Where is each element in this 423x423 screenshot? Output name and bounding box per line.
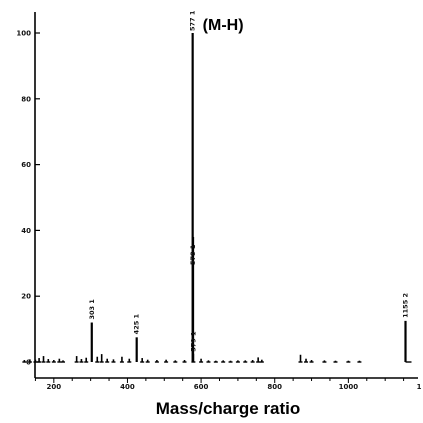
peak-data-label: 578 1: [189, 244, 197, 265]
y-tick-label: 100: [16, 30, 31, 38]
y-tick-label: 80: [21, 95, 31, 103]
peak-data-label: 579 1: [189, 331, 197, 352]
x-tick-label: 800: [267, 383, 282, 391]
peaks: [22, 33, 412, 363]
x-tick-label: 600: [194, 383, 209, 391]
x-tick-label: 1: [417, 383, 422, 391]
peak-data-label: 303 1: [88, 299, 96, 320]
y-tick-label: 40: [21, 227, 31, 235]
peak-data-label: 577 1: [189, 10, 197, 31]
axes: 02040608010020040060080010001: [16, 12, 422, 391]
peak-data-label: 1155 2: [402, 293, 410, 318]
peak-data-label: 425 1: [133, 313, 141, 334]
x-tick-label: 200: [47, 383, 62, 391]
x-tick-label: 1000: [339, 383, 359, 391]
x-axis-title: Mass/charge ratio: [156, 399, 301, 418]
x-tick-label: 400: [120, 383, 135, 391]
y-tick-label: 60: [21, 161, 31, 169]
peak-labels: 303 1 425 1 577 1 578 1 579 1 1155 2 (M-H): [88, 10, 410, 352]
y-tick-label: 20: [21, 293, 31, 301]
molecular-ion-annotation: (M-H): [203, 17, 244, 34]
